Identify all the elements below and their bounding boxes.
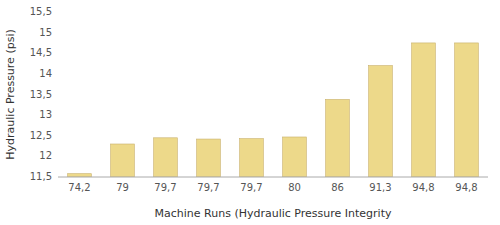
y-tick-label: 13,5 bbox=[30, 89, 52, 100]
chart-container: 11,5 12 12,5 13 13,5 14 14,5 15 15,5 74,2 79 79,7 79… bbox=[0, 0, 500, 225]
chart: 11,5 12 12,5 13 13,5 14 14,5 15 15,5 74,2 79 79,7 79… bbox=[0, 0, 500, 225]
x-axis-label: Machine Runs (Hydraulic Pressure Integri… bbox=[155, 207, 392, 220]
y-axis-label: Hydraulic Pressure (psi) bbox=[4, 29, 17, 159]
x-tick-label: 74,2 bbox=[68, 182, 90, 193]
bar bbox=[197, 139, 221, 177]
bar bbox=[283, 137, 307, 177]
y-tick-label: 12 bbox=[39, 150, 52, 161]
x-axis: 74,2 79 79,7 79,7 79,7 80 86 91,3 94,8 94,8 bbox=[68, 182, 477, 193]
bar bbox=[412, 43, 436, 177]
x-tick-label: 80 bbox=[288, 182, 301, 193]
y-tick-label: 14,5 bbox=[30, 47, 52, 58]
x-tick-label: 79 bbox=[116, 182, 129, 193]
x-tick-label: 79,7 bbox=[240, 182, 262, 193]
y-tick-label: 13 bbox=[39, 109, 52, 120]
bar bbox=[240, 139, 264, 177]
y-tick-label: 15,5 bbox=[30, 6, 52, 17]
x-tick-label: 86 bbox=[331, 182, 344, 193]
x-tick-label: 79,7 bbox=[154, 182, 176, 193]
bar bbox=[369, 66, 393, 177]
bars bbox=[68, 43, 479, 177]
x-tick-label: 79,7 bbox=[197, 182, 219, 193]
bar bbox=[455, 43, 479, 177]
y-tick-label: 11,5 bbox=[30, 171, 52, 182]
x-tick-label: 94,8 bbox=[455, 182, 477, 193]
bar bbox=[154, 138, 178, 177]
x-tick-label: 94,8 bbox=[412, 182, 434, 193]
y-tick-label: 14 bbox=[39, 68, 52, 79]
bar bbox=[326, 99, 350, 177]
y-tick-label: 12,5 bbox=[30, 130, 52, 141]
y-axis: 11,5 12 12,5 13 13,5 14 14,5 15 15,5 bbox=[30, 6, 52, 182]
bar bbox=[111, 144, 135, 177]
x-tick-label: 91,3 bbox=[369, 182, 391, 193]
x-axis-line bbox=[58, 177, 488, 178]
y-tick-label: 15 bbox=[39, 27, 52, 38]
